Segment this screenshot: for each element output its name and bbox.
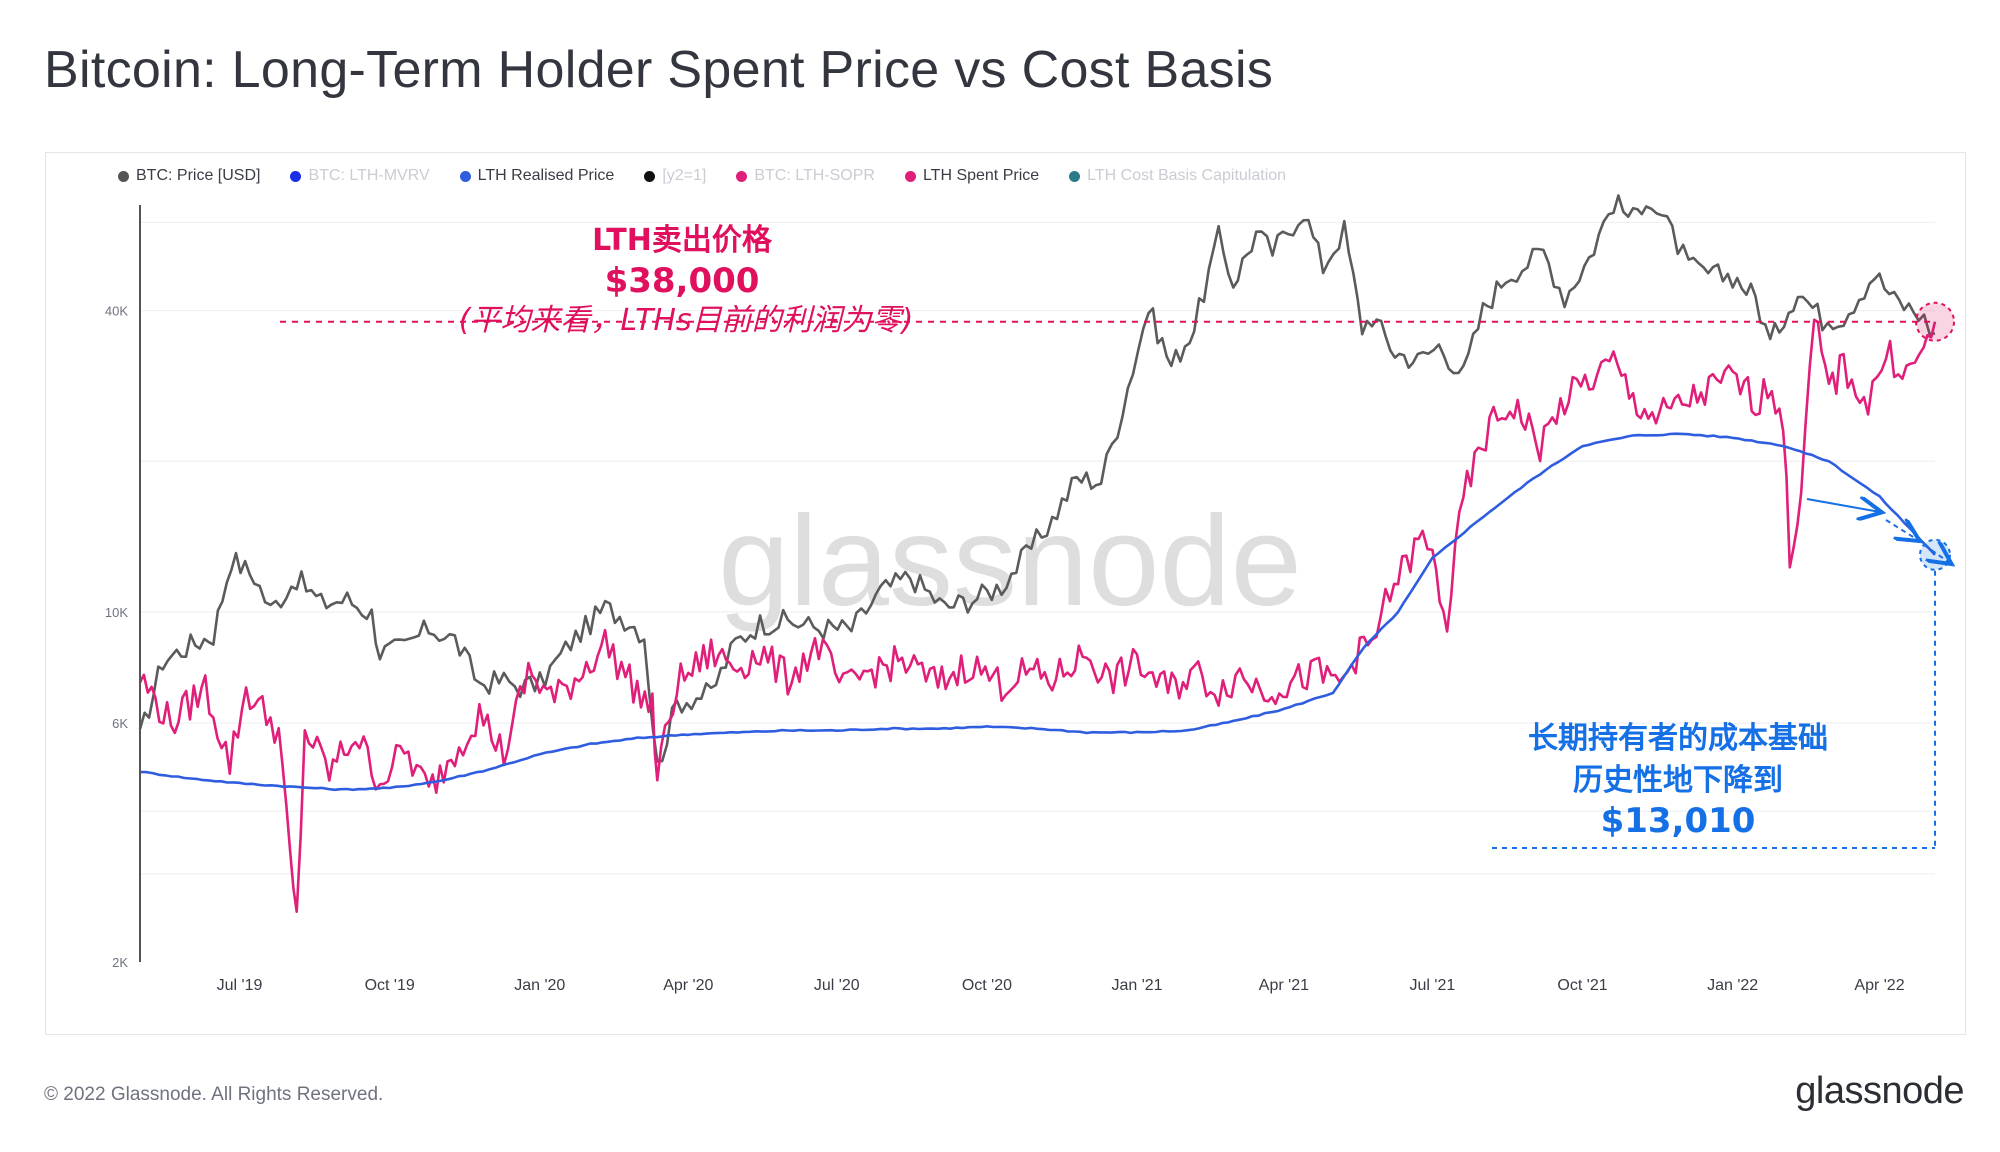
x-tick-label: Oct '20 xyxy=(962,977,1012,994)
legend-item[interactable]: LTH Cost Basis Capitulation xyxy=(1069,167,1286,185)
x-tick-label: Jul '19 xyxy=(217,977,263,994)
axis-layer: 2K 6K 10K 40K Jul '19 Oct '19 Jan '20 Apr '20 Ju… xyxy=(105,205,1905,994)
y-tick-label: 6K xyxy=(112,716,128,731)
legend-label: BTC: Price [USD] xyxy=(136,167,261,184)
x-tick-label: Jul '21 xyxy=(1410,977,1456,994)
basis-annotation-line1: 长期持有者的成本基础 xyxy=(1528,721,1828,756)
glassnode-logo: glassnode xyxy=(1795,1070,1964,1112)
legend-label: LTH Realised Price xyxy=(477,167,615,184)
legend-label: LTH Spent Price xyxy=(922,167,1040,184)
x-tick-label: Jan '22 xyxy=(1707,977,1758,994)
spent-annotation-title: LTH卖出价格 xyxy=(592,223,773,258)
basis-annotation-value: $13,010 xyxy=(1601,801,1756,841)
x-tick-label: Oct '21 xyxy=(1557,977,1607,994)
series-layer xyxy=(138,194,1937,913)
y-tick-label: 2K xyxy=(112,955,128,970)
spent-price-marker xyxy=(1915,301,1955,342)
legend-dot-icon xyxy=(736,170,748,182)
spent-annotation-value: $38,000 xyxy=(605,261,760,301)
footer-copyright: © 2022 Glassnode. All Rights Reserved. xyxy=(44,1084,384,1105)
legend-label: BTC: LTH-SOPR xyxy=(754,167,875,184)
chart-frame xyxy=(45,152,1966,1035)
watermark: glassnode xyxy=(718,490,1302,633)
legend-dot-icon xyxy=(290,170,302,182)
series-line-0 xyxy=(138,194,1936,763)
x-tick-label: Jan '21 xyxy=(1111,977,1162,994)
y-tick-label: 40K xyxy=(105,304,128,319)
page-title: Bitcoin: Long-Term Holder Spent Price vs… xyxy=(44,41,1274,99)
x-tick-label: Apr '21 xyxy=(1259,977,1309,994)
series-line-2 xyxy=(138,318,1937,913)
legend-dot-icon xyxy=(1069,170,1081,182)
x-tick-label: Apr '20 xyxy=(663,977,713,994)
grid-layer xyxy=(140,221,1935,875)
series-line-1 xyxy=(140,432,1936,792)
x-tick-label: Apr '22 xyxy=(1854,977,1904,994)
annotation-layer: LTH卖出价格$38,000(平均来看，LTHs目前的利润为零) 长期持有者的成本… xyxy=(280,223,1955,849)
legend-dot-icon xyxy=(118,170,129,182)
legend-label: [y2=1] xyxy=(662,167,707,184)
legend-dot-icon xyxy=(644,170,656,182)
legend-item[interactable]: LTH Realised Price xyxy=(459,167,615,185)
spent-annotation-note: (平均来看，LTHs目前的利润为零) xyxy=(459,303,914,338)
y-tick-label: 10K xyxy=(105,605,128,620)
legend-item[interactable]: BTC: Price [USD] xyxy=(118,167,260,185)
trend-arrow xyxy=(1885,520,1918,540)
legend-label: BTC: LTH-MVRV xyxy=(308,167,430,184)
legend-item[interactable]: LTH Spent Price xyxy=(904,167,1040,185)
trend-arrow xyxy=(1806,499,1880,512)
legend-item[interactable]: BTC: LTH-SOPR xyxy=(736,167,875,185)
basis-annotation-line2: 历史性地下降到 xyxy=(1573,763,1783,798)
legend-item[interactable]: [y2=1] xyxy=(644,167,706,185)
x-tick-label: Jan '20 xyxy=(514,977,565,994)
x-tick-label: Jul '20 xyxy=(814,977,860,994)
legend-dot-icon xyxy=(904,170,916,182)
chart-legend: BTC: Price [USD] BTC: LTH-MVRV LTH Realise… xyxy=(118,167,1286,185)
legend-item[interactable]: BTC: LTH-MVRV xyxy=(290,167,430,185)
x-tick-label: Oct '19 xyxy=(365,977,415,994)
legend-label: LTH Cost Basis Capitulation xyxy=(1087,167,1287,184)
legend-dot-icon xyxy=(459,170,471,182)
